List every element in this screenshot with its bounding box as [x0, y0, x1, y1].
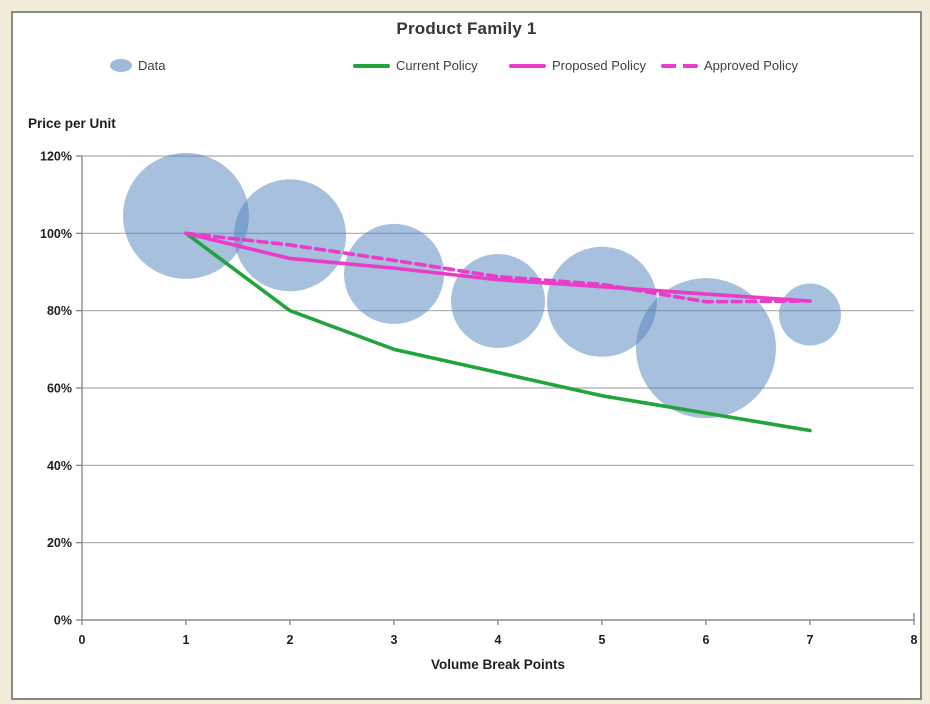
x-tick-label: 2: [287, 633, 294, 647]
proposed-policy-line: [184, 231, 812, 303]
legend-label-approved-policy: Approved Policy: [704, 58, 798, 73]
x-tick-label: 8: [911, 633, 918, 647]
legend-label-proposed-policy: Proposed Policy: [552, 58, 646, 73]
data-bubble: [636, 278, 776, 419]
x-axis-title: Volume Break Points: [430, 657, 566, 672]
x-tick-label: 7: [807, 633, 814, 647]
y-tick-label: 80%: [47, 304, 72, 318]
legend-label-data: Data: [138, 58, 166, 73]
data-bubble: [451, 254, 545, 348]
bubble-chart-plot: 0% 20% 40% 60% 80% 100% 120% 0 1 2 3 4 5 6 7 8: [40, 150, 918, 648]
data-bubble: [344, 223, 444, 324]
legend-label-current-policy: Current Policy: [396, 58, 478, 73]
x-tick-label: 0: [79, 633, 86, 647]
y-tick-label: 20%: [47, 536, 72, 550]
data-bubble: [779, 283, 841, 346]
x-tick-label: 1: [183, 633, 190, 647]
dashed-line-marker-icon: [661, 63, 698, 68]
data-bubble: [547, 246, 657, 357]
legend-item-approved-policy: Approved Policy: [661, 57, 798, 74]
current-policy-line: [184, 231, 812, 433]
x-tick-label: 5: [599, 633, 606, 647]
y-tick-label: 0%: [54, 614, 72, 628]
y-tick-label: 60%: [47, 382, 72, 396]
x-tick-label: 6: [703, 633, 710, 647]
solid-line-marker-icon: [509, 63, 546, 68]
y-tick-label: 40%: [47, 459, 72, 473]
y-tick-label: 120%: [40, 150, 72, 164]
y-axis-title: Price per Unit: [28, 116, 116, 131]
data-bubble: [123, 152, 249, 279]
legend-item-current-policy: Current Policy: [353, 57, 478, 74]
approved-policy-line: [184, 231, 812, 304]
legend-item-proposed-policy: Proposed Policy: [509, 57, 646, 74]
y-tick-label: 100%: [40, 227, 72, 241]
solid-line-marker-icon: [353, 63, 390, 68]
chart-panel: Product Family 1 Data Current Policy Pro…: [11, 11, 922, 700]
legend-item-data: Data: [110, 57, 165, 74]
x-tick-label: 4: [495, 633, 502, 647]
data-bubble: [234, 179, 346, 292]
bubble-marker-icon: [110, 59, 132, 72]
x-tick-label: 3: [391, 633, 398, 647]
chart-title: Product Family 1: [396, 19, 537, 38]
